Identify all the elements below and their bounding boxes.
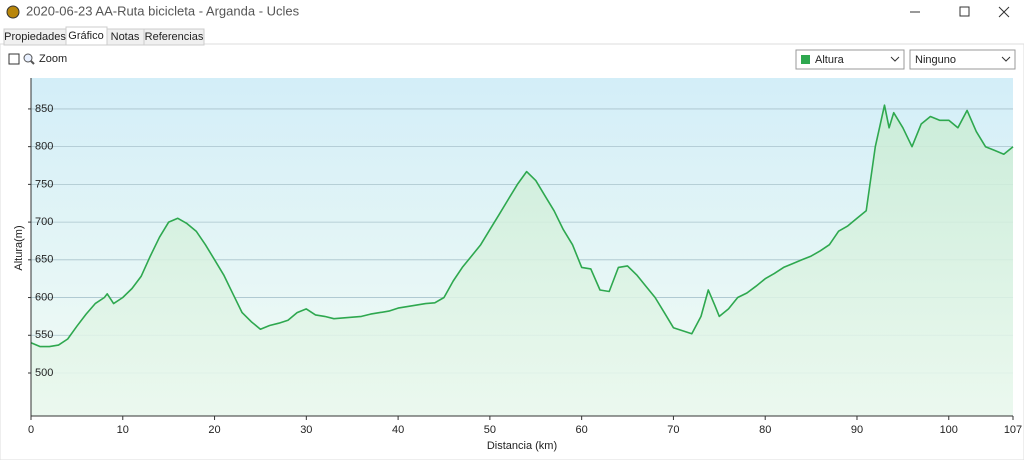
x-tick-label: 70 — [667, 424, 679, 436]
title-bar — [0, 0, 1024, 26]
y-tick-label: 600 — [35, 291, 53, 303]
x-tick-label: 40 — [392, 424, 404, 436]
dropdown-arrow — [890, 56, 900, 62]
app-icon — [6, 5, 20, 19]
tab-label: Gráfico — [68, 30, 103, 42]
y-tick-label: 750 — [35, 178, 53, 190]
x-axis-label: Distancia (km) — [487, 440, 557, 452]
dropdown-value: Altura — [815, 54, 845, 66]
y-tick-label: 650 — [35, 254, 53, 266]
x-tick-label: 20 — [208, 424, 220, 436]
window-title: 2020-06-23 AA-Ruta bicicleta - Arganda -… — [26, 3, 300, 18]
y-tick-label: 850 — [35, 103, 53, 115]
x-tick-label: 90 — [851, 424, 863, 436]
x-tick-label: 60 — [576, 424, 588, 436]
dropdown-value: Ninguno — [915, 54, 956, 66]
x-tick-label: 30 — [300, 424, 312, 436]
close-button[interactable] — [998, 6, 1010, 18]
y-axis-label: Altura(m) — [13, 225, 25, 270]
area — [31, 105, 1013, 416]
y-tick-label: 500 — [35, 367, 53, 379]
x-tick-label: 107 — [1004, 424, 1022, 436]
second-dropdown[interactable] — [909, 49, 1016, 70]
x-tick-label: 50 — [484, 424, 496, 436]
elevation-line — [30, 104, 1014, 348]
series-swatch — [801, 55, 810, 64]
maximize-button[interactable] — [959, 6, 970, 17]
zoom-label: Zoom — [39, 53, 67, 65]
zoom-icon — [23, 53, 33, 63]
tab[interactable] — [143, 28, 205, 46]
y-tick-label: 700 — [35, 216, 53, 228]
tab-label: Propiedades — [4, 31, 66, 43]
x-tick-label: 80 — [759, 424, 771, 436]
zoom-checkbox[interactable] — [8, 53, 20, 65]
x-tick-label: 10 — [117, 424, 129, 436]
y-tick-label: 800 — [35, 141, 53, 153]
series-dropdown[interactable] — [795, 49, 905, 70]
dropdown-arrow — [1001, 56, 1011, 62]
y-tick-label: 550 — [35, 329, 53, 341]
tab-label: Notas — [111, 31, 140, 43]
zoom-icon — [30, 60, 35, 65]
x-tick-label: 0 — [28, 424, 34, 436]
x-tick-label: 100 — [940, 424, 958, 436]
tab-label: Referencias — [145, 31, 204, 43]
